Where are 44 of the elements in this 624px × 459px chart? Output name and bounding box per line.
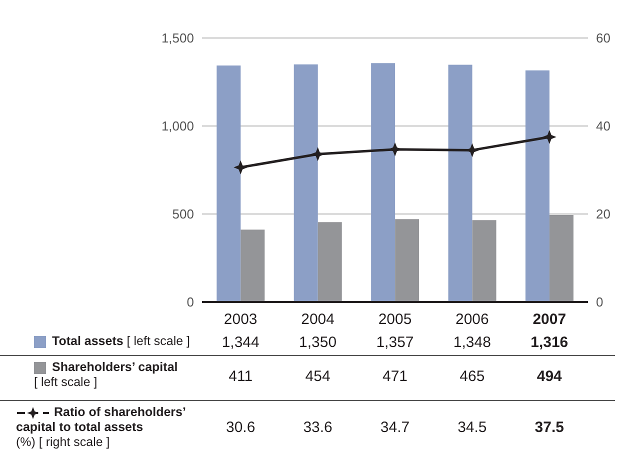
data-label: 411 — [228, 368, 254, 385]
bar — [395, 219, 420, 302]
y2-tick-label: 40 — [596, 118, 610, 134]
x-tick-label: 2007 — [532, 311, 566, 328]
point — [234, 160, 248, 174]
y2-tick-label: 60 — [596, 30, 610, 46]
bar — [472, 220, 496, 302]
y-tick-label: 1,500 — [161, 30, 194, 46]
x-tick-label: 2004 — [301, 311, 334, 328]
x-tick-label: 2006 — [456, 311, 489, 328]
y2-tick-label: 0 — [596, 294, 604, 310]
point — [542, 130, 556, 144]
data-label: 37.5 — [534, 419, 565, 436]
x-tick-label: 2003 — [224, 311, 258, 328]
data-label: 471 — [381, 368, 409, 385]
bar — [525, 70, 550, 302]
bar — [371, 63, 396, 302]
x-tick-label: 2005 — [378, 311, 412, 328]
bar — [216, 65, 241, 302]
legend-label: Total assets [ left scale ] — [52, 334, 190, 348]
bar — [240, 230, 265, 302]
y2-tick-label: 20 — [596, 206, 610, 222]
data-label: 34.7 — [379, 419, 411, 436]
y-tick-label: 500 — [172, 206, 194, 222]
data-label: 1,348 — [452, 334, 492, 351]
bar — [549, 215, 574, 302]
data-label: 1,316 — [530, 334, 570, 351]
data-label: 1,357 — [375, 334, 415, 351]
legend-label: Shareholders’ capital [ left scale ] — [34, 360, 178, 389]
y-tick-label: 1,000 — [161, 118, 194, 134]
point — [388, 142, 402, 156]
data-label: 33.6 — [302, 419, 334, 436]
data-label: 1,344 — [220, 334, 260, 351]
data-label: 1,350 — [298, 334, 338, 351]
legend-label: Ratio of shareholders’ capital to total assets (%) [ right scale ] — [16, 405, 186, 449]
data-label: 454 — [304, 368, 332, 385]
data-label: 34.5 — [456, 419, 488, 436]
bar — [318, 222, 342, 302]
y-tick-label: 0 — [186, 294, 194, 310]
data-label: 494 — [536, 368, 563, 385]
data-label: 30.6 — [224, 419, 256, 436]
bar — [448, 64, 472, 302]
data-label: 465 — [458, 368, 486, 385]
bar — [294, 64, 318, 302]
